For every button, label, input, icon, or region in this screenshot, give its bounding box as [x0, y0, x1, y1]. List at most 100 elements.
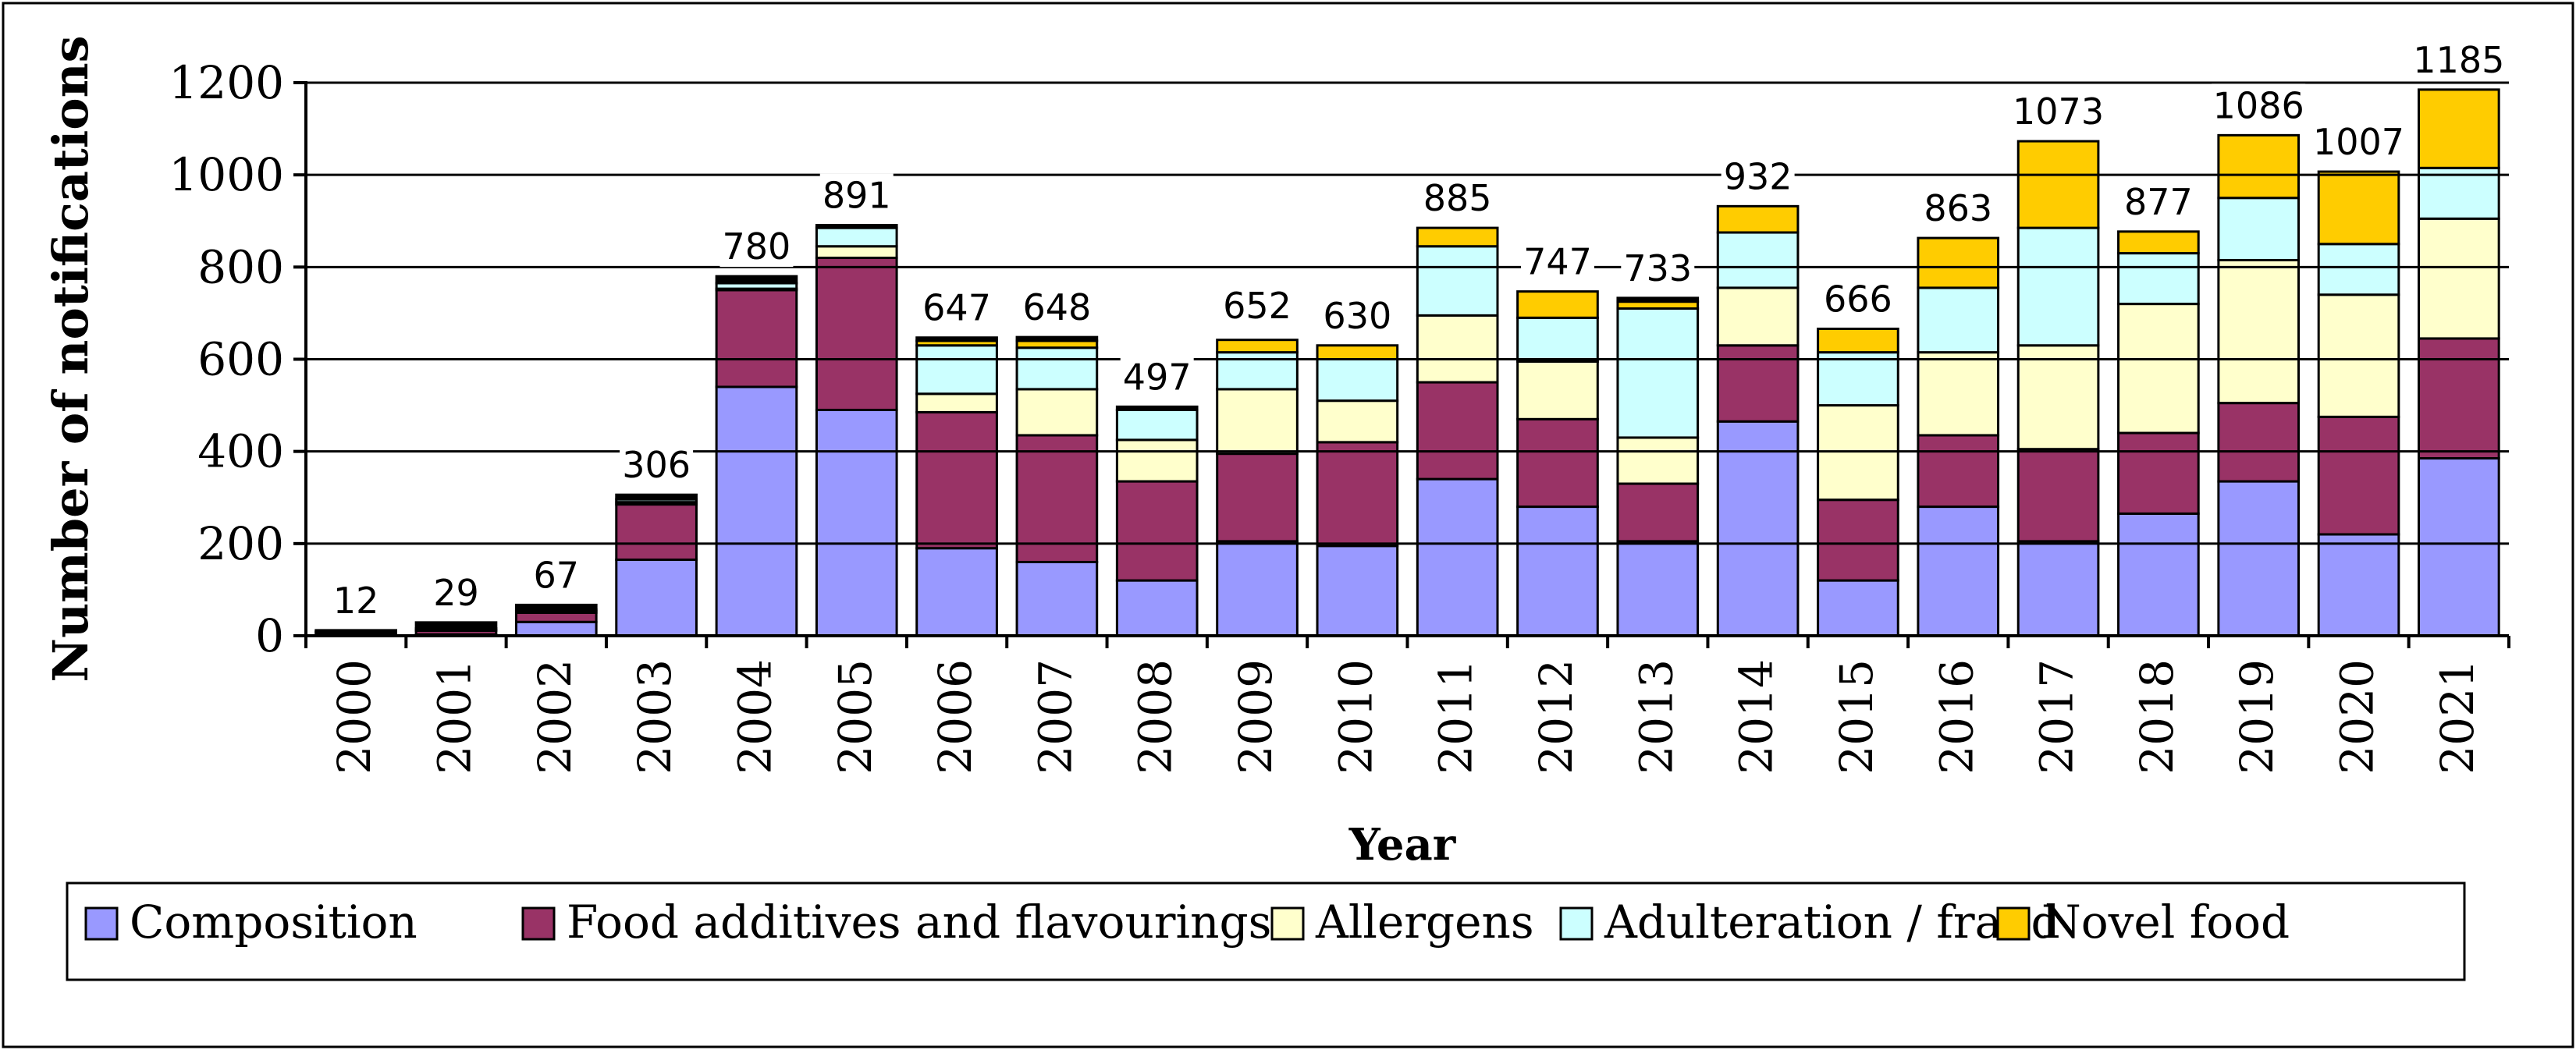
total-label-bg-2005 — [819, 173, 894, 216]
bar-segment-2008-series-2 — [1115, 438, 1199, 483]
bar-segment-2009-series-0 — [1216, 540, 1299, 637]
y-tick-label-1000: 1000 — [169, 148, 284, 201]
total-label-bg-2010 — [1320, 293, 1395, 336]
x-tick-label-2010: 2010 — [1329, 659, 1382, 775]
bar-segment-2004-series-1 — [715, 289, 798, 388]
legend-label-0: Composition — [130, 896, 417, 949]
total-label-2018: 877 — [2124, 181, 2193, 223]
bar-segment-2017-series-0 — [2016, 540, 2100, 637]
bar-segment-2005-series-3 — [815, 226, 898, 248]
total-label-2013: 733 — [1623, 247, 1692, 289]
bar-segment-2018-series-3 — [2117, 252, 2200, 306]
bar-segment-2021-series-4 — [2418, 88, 2500, 169]
bar-segment-2002-series-0 — [514, 620, 598, 637]
bar-segment-2018-series-1 — [2117, 431, 2200, 515]
bar-segment-2021-series-0 — [2418, 457, 2500, 637]
total-label-2003: 306 — [622, 444, 691, 486]
total-label-2008: 497 — [1123, 356, 1192, 398]
x-tick-label-2009: 2009 — [1229, 659, 1282, 775]
x-tick-label-2000: 2000 — [328, 659, 381, 775]
total-label-2000: 12 — [333, 580, 379, 622]
bar-segment-2011-series-0 — [1416, 477, 1499, 637]
bar-segment-2017-series-4 — [2016, 140, 2100, 229]
legend-swatch-2 — [1270, 906, 1305, 941]
bar-segment-2012-series-0 — [1516, 505, 1599, 637]
x-tick-label-2008: 2008 — [1129, 659, 1182, 775]
bar-segment-2006-series-0 — [915, 547, 998, 637]
bar-segment-2017-series-2 — [2016, 344, 2100, 451]
bar-segment-2012-series-1 — [1516, 417, 1599, 509]
bar-segment-2017-series-3 — [2016, 226, 2100, 347]
total-label-2015: 666 — [1824, 278, 1892, 321]
total-label-bg-2015 — [1821, 277, 1895, 320]
total-label-2009: 652 — [1223, 285, 1292, 327]
bar-segment-2019-series-3 — [2217, 197, 2301, 261]
total-label-bg-2002 — [529, 553, 583, 596]
total-label-2020: 1007 — [2313, 121, 2404, 163]
bar-segment-2012-series-4 — [1516, 290, 1599, 319]
bar-segment-2012-series-3 — [1516, 316, 1599, 363]
legend-label-1: Food additives and flavourings — [567, 896, 1271, 949]
bar-segment-2012-series-2 — [1516, 360, 1599, 420]
total-label-bg-2001 — [429, 570, 483, 613]
legend-label-4: Novel food — [2041, 896, 2290, 949]
legend-swatch-0 — [84, 906, 119, 941]
legend-swatch-4 — [1996, 906, 2031, 941]
total-label-bg-2011 — [1420, 176, 1494, 219]
bar-segment-2005-series-0 — [815, 408, 898, 637]
bar-segment-2013-series-1 — [1616, 482, 1700, 543]
bar-segment-2017-series-1 — [2016, 448, 2100, 543]
bar-segment-2005-series-1 — [815, 257, 898, 411]
total-label-bg-2018 — [2121, 179, 2195, 222]
bar-segment-2014-series-0 — [1716, 420, 1800, 637]
total-label-2006: 647 — [922, 287, 991, 329]
bar-segment-2013-series-0 — [1616, 540, 1700, 637]
x-tick-label-2013: 2013 — [1629, 659, 1682, 775]
total-label-2016: 863 — [1924, 187, 1992, 229]
total-label-bg-2013 — [1621, 246, 1695, 289]
bar-segment-2019-series-4 — [2217, 133, 2301, 200]
x-tick-label-2018: 2018 — [2130, 659, 2183, 775]
total-label-bg-2017 — [2011, 90, 2105, 133]
bar-segment-2010-series-4 — [1316, 344, 1399, 360]
bar-segment-2016-series-0 — [1917, 505, 2000, 637]
bar-segment-2005-series-2 — [815, 245, 898, 260]
bar-segment-2019-series-2 — [2217, 258, 2301, 405]
total-label-2011: 885 — [1423, 177, 1492, 219]
legend-label-2: Allergens — [1315, 896, 1534, 949]
bar-segment-2011-series-4 — [1416, 226, 1499, 248]
bar-segment-2004-series-0 — [715, 385, 798, 637]
bar-segment-2020-series-1 — [2317, 415, 2400, 536]
y-tick-label-200: 200 — [197, 517, 284, 570]
bar-segment-2001-series-5 — [414, 621, 498, 630]
bar-segment-2015-series-4 — [1817, 328, 1899, 354]
bar-segment-2002-series-1 — [514, 611, 598, 623]
bar-segment-2019-series-0 — [2217, 480, 2301, 637]
bar-segment-2007-series-0 — [1015, 560, 1099, 637]
bar-segment-2007-series-2 — [1015, 388, 1099, 437]
bar-segment-2011-series-1 — [1416, 381, 1499, 481]
bar-segment-2002-series-5 — [514, 603, 598, 611]
total-label-2017: 1073 — [2013, 90, 2104, 133]
total-label-bg-2020 — [2311, 120, 2406, 163]
total-label-bg-2016 — [1921, 186, 1995, 229]
bar-segment-2016-series-4 — [1917, 236, 2000, 289]
legend-swatch-3 — [1559, 906, 1594, 941]
bar-segment-2003-series-5 — [615, 493, 698, 501]
total-label-2010: 630 — [1323, 295, 1391, 337]
x-tick-label-2002: 2002 — [528, 659, 581, 775]
bar-segment-2007-series-3 — [1015, 346, 1099, 391]
bar-segment-2008-series-1 — [1115, 480, 1199, 582]
legend-swatch-1 — [521, 906, 556, 941]
total-label-bg-2009 — [1220, 283, 1295, 326]
bar-segment-2014-series-4 — [1716, 204, 1800, 234]
bar-segment-2013-series-3 — [1616, 307, 1700, 439]
bar-segment-2021-series-1 — [2418, 337, 2500, 460]
bar-segment-2019-series-1 — [2217, 402, 2301, 483]
total-label-bg-2007 — [1020, 286, 1094, 328]
total-label-2014: 932 — [1724, 155, 1793, 197]
bar-segment-2020-series-3 — [2317, 243, 2400, 296]
bar-segment-2016-series-1 — [1917, 434, 2000, 509]
total-label-bg-2006 — [920, 286, 994, 328]
